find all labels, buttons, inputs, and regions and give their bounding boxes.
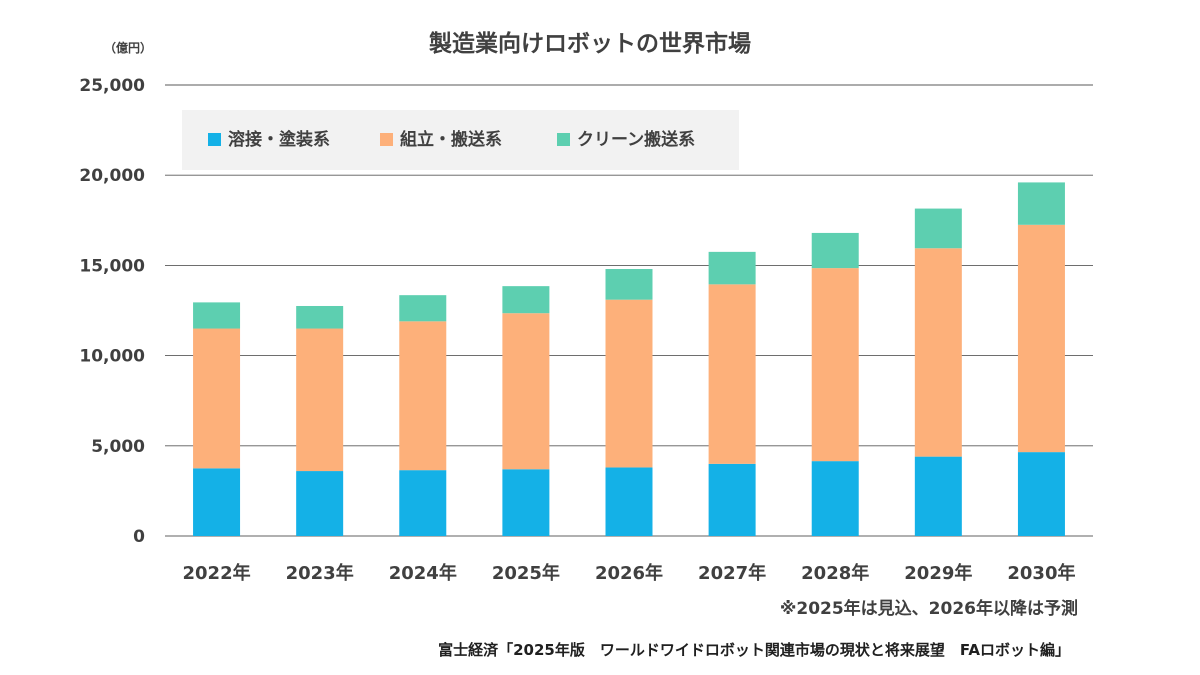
bar-segment-series-0-2	[399, 470, 447, 536]
bar-segment-series-2-7	[914, 208, 962, 249]
bar-segment-series-0-1	[296, 471, 344, 536]
y-tick-label: 15,000	[79, 256, 145, 276]
bar-segment-series-0-7	[914, 456, 962, 536]
y-tick-label: 25,000	[79, 76, 145, 96]
bar-segment-series-2-4	[605, 269, 653, 300]
legend-swatch	[557, 133, 570, 146]
x-tick-label: 2024年	[389, 562, 457, 584]
bar-segment-series-2-5	[708, 251, 756, 285]
x-tick-label: 2028年	[801, 562, 869, 584]
bar-segment-series-1-4	[605, 299, 653, 468]
forecast-note: ※2025年は見込、2026年以降は予測	[780, 598, 1078, 619]
x-tick-label: 2027年	[698, 562, 766, 584]
bar-segment-series-0-6	[811, 461, 859, 536]
bar-segment-series-1-5	[708, 284, 756, 464]
x-tick-label: 2029年	[904, 562, 972, 584]
y-axis-ticks: 0 5,000 10,000 15,000 20,000 25,000	[79, 76, 145, 547]
y-tick-label: 10,000	[79, 347, 145, 367]
legend-label: クリーン搬送系	[577, 129, 695, 150]
bar-segment-series-2-3	[502, 286, 550, 314]
bar-segment-series-2-6	[811, 232, 859, 269]
y-tick-label: 5,000	[91, 437, 145, 457]
y-tick-label: 0	[133, 527, 145, 547]
bar-segment-series-0-5	[708, 463, 756, 536]
bar-segment-series-2-0	[193, 302, 241, 329]
legend-label: 組立・搬送系	[400, 129, 502, 150]
legend: 溶接・塗装系 組立・搬送系 クリーン搬送系	[182, 110, 739, 170]
legend-background	[182, 110, 739, 170]
bar-segment-series-1-0	[193, 328, 241, 469]
bars	[193, 182, 1065, 536]
y-unit-label: （億円）	[104, 40, 152, 55]
bar-segment-series-1-3	[502, 313, 550, 470]
bar-segment-series-0-3	[502, 469, 550, 536]
bar-segment-series-2-2	[399, 295, 447, 322]
bar-segment-series-0-0	[193, 468, 241, 536]
bar-segment-series-0-4	[605, 467, 653, 536]
y-tick-label: 20,000	[79, 166, 145, 186]
x-tick-label: 2026年	[595, 562, 663, 584]
x-tick-label: 2030年	[1007, 562, 1075, 584]
x-tick-label: 2025年	[492, 562, 560, 584]
legend-label: 溶接・塗装系	[228, 129, 330, 150]
bar-segment-series-1-7	[914, 248, 962, 457]
bar-segment-series-1-6	[811, 268, 859, 462]
bar-segment-series-0-8	[1017, 452, 1065, 536]
source-note: 富士経済「2025年版 ワールドワイドロボット関連市場の現状と将来展望 FAロボ…	[438, 641, 1070, 659]
bar-segment-series-1-8	[1017, 224, 1065, 453]
chart-title: 製造業向けロボットの世界市場	[428, 30, 751, 57]
bar-segment-series-2-8	[1017, 182, 1065, 225]
legend-swatch	[380, 133, 393, 146]
bar-segment-series-2-1	[296, 305, 344, 329]
x-axis-ticks: 2022年 2023年 2024年 2025年 2026年 2027年 2028年 2029年…	[183, 562, 1076, 584]
bar-segment-series-1-2	[399, 321, 447, 471]
x-tick-label: 2023年	[286, 562, 354, 584]
bar-segment-series-1-1	[296, 328, 344, 472]
legend-swatch	[208, 133, 221, 146]
x-tick-label: 2022年	[183, 562, 251, 584]
